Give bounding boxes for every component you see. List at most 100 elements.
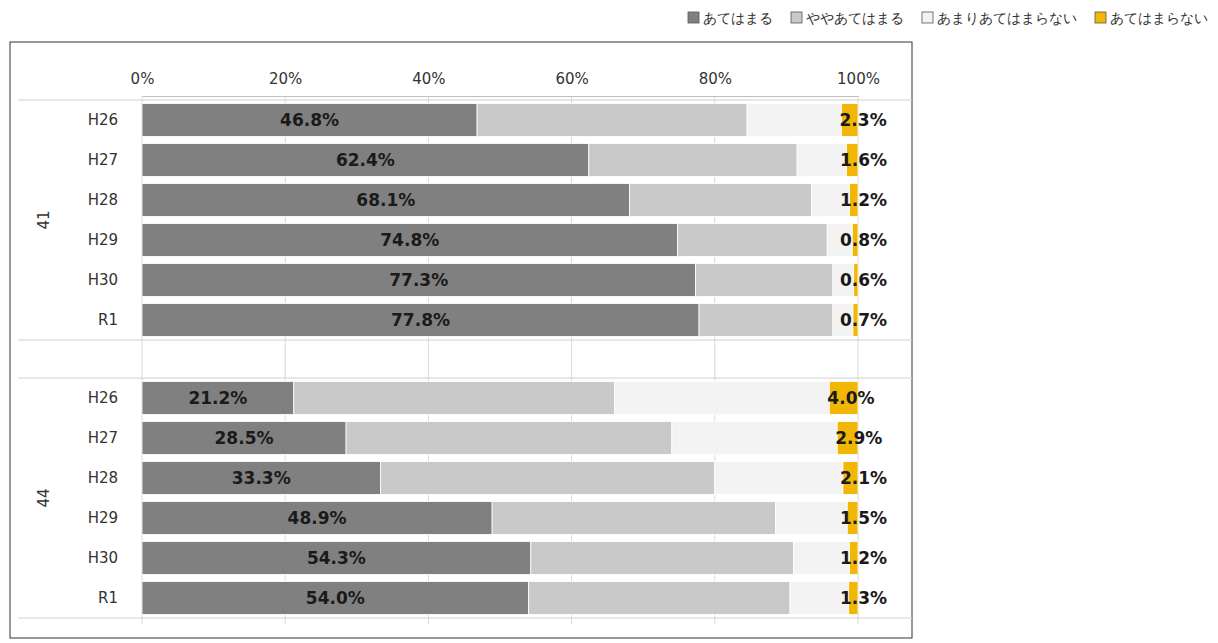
data-label: 4.0% (827, 388, 874, 408)
bar-segment (672, 422, 837, 455)
legend-label: あてはまらない (1110, 10, 1208, 26)
bar-segment (776, 502, 848, 535)
category-label: H28 (88, 469, 118, 487)
data-label: 2.1% (840, 468, 887, 488)
data-labels: 46.8% 2.3% 62.4% 1.6% 68.1% 1.2% 74.8% 0.8% 77.3… (188, 110, 887, 608)
tick: 80% (699, 70, 732, 96)
bar-segment (492, 502, 776, 535)
legend-item: ややあてはまる (791, 10, 904, 26)
category-label: H26 (88, 111, 118, 129)
tick-label: 20% (269, 70, 302, 88)
legend: あてはまる ややあてはまる あまりあてはまらない あてはまらない (688, 10, 1208, 26)
bar-segment (142, 582, 529, 615)
bar-segment (142, 462, 380, 495)
separators (18, 100, 912, 618)
tick-label: 40% (412, 70, 445, 88)
data-label: 54.0% (306, 588, 365, 608)
bar-segment (142, 382, 294, 415)
bar-segment (695, 264, 832, 297)
tick: 100% (837, 70, 880, 96)
tick: 20% (269, 70, 302, 96)
category-label: H26 (88, 389, 118, 407)
data-label: 2.9% (835, 428, 882, 448)
data-label: 1.3% (840, 588, 887, 608)
data-label: 1.2% (840, 548, 887, 568)
category-label: H29 (88, 231, 118, 249)
data-label: 0.7% (840, 310, 887, 330)
legend-item: あてはまらない (1095, 10, 1208, 26)
axis-line (143, 96, 859, 97)
bar-segment (142, 542, 531, 575)
bar-segment (142, 224, 678, 257)
data-label: 0.8% (840, 230, 887, 250)
bar-segment (142, 184, 630, 217)
bar-segment (294, 382, 615, 415)
tick: 60% (555, 70, 588, 96)
category-label: R1 (98, 589, 118, 607)
group-separator (18, 618, 912, 619)
bar-segment (715, 462, 843, 495)
category-label: H30 (88, 549, 118, 567)
bar-segment (346, 422, 672, 455)
data-label: 2.3% (840, 110, 887, 130)
group-label: 41 (35, 210, 53, 229)
tick-label: 60% (555, 70, 588, 88)
bar-segment (142, 144, 589, 177)
bar-segment (142, 264, 695, 297)
data-label: 0.6% (840, 270, 887, 290)
x-axis: 0% 20% 40% 60% 80% 100% (131, 70, 880, 97)
legend-label: ややあてはまる (806, 10, 904, 26)
legend-item: あまりあてはまらない (922, 10, 1077, 26)
bar-segment (142, 104, 477, 137)
tick: 40% (412, 70, 445, 96)
data-label: 46.8% (280, 110, 339, 130)
legend-swatch (791, 12, 802, 23)
tick-label: 100% (837, 70, 880, 88)
bar-segment (630, 184, 812, 217)
legend-swatch (1095, 12, 1106, 23)
bar-segment (531, 542, 794, 575)
category-label: H29 (88, 509, 118, 527)
category-label: H30 (88, 271, 118, 289)
data-label: 21.2% (188, 388, 247, 408)
grid (142, 96, 858, 624)
data-label: 77.3% (389, 270, 448, 290)
data-label: 1.6% (840, 150, 887, 170)
tick-label: 0% (131, 70, 155, 88)
bar-segment (142, 422, 346, 455)
chart-svg: 0% 20% 40% 60% 80% 100% 46.8% 2.3% 62.4% 1.6% 68.1… (0, 0, 1218, 643)
bar-segment (529, 582, 790, 615)
bar-segment (615, 382, 830, 415)
tick: 0% (131, 70, 155, 96)
bar-segment (142, 502, 492, 535)
legend-item: あてはまる (688, 10, 773, 26)
data-label: 77.8% (391, 310, 450, 330)
group-separator (18, 378, 912, 379)
bar-segment (142, 304, 699, 337)
data-label: 1.2% (840, 190, 887, 210)
bar-segment (380, 462, 714, 495)
bar-segment (747, 104, 842, 137)
legend-label: あてはまる (703, 10, 773, 26)
category-label: H27 (88, 151, 118, 169)
bar-segment (699, 304, 833, 337)
bar-segment (589, 144, 797, 177)
tick-label: 80% (699, 70, 732, 88)
group-label: 44 (35, 488, 53, 507)
bar-segment (477, 104, 747, 137)
data-label: 1.5% (840, 508, 887, 528)
bar-segment (678, 224, 828, 257)
data-label: 68.1% (356, 190, 415, 210)
data-label: 74.8% (380, 230, 439, 250)
data-label: 54.3% (307, 548, 366, 568)
frame (10, 42, 912, 638)
category-label: R1 (98, 311, 118, 329)
data-label: 62.4% (336, 150, 395, 170)
data-label: 28.5% (215, 428, 274, 448)
bars (142, 104, 858, 615)
legend-swatch (688, 12, 699, 23)
legend-label: あまりあてはまらない (937, 10, 1077, 26)
category-label: H27 (88, 429, 118, 447)
group-separator (18, 340, 912, 341)
chart-container: 0% 20% 40% 60% 80% 100% 46.8% 2.3% 62.4% 1.6% 68.1… (0, 0, 1218, 643)
